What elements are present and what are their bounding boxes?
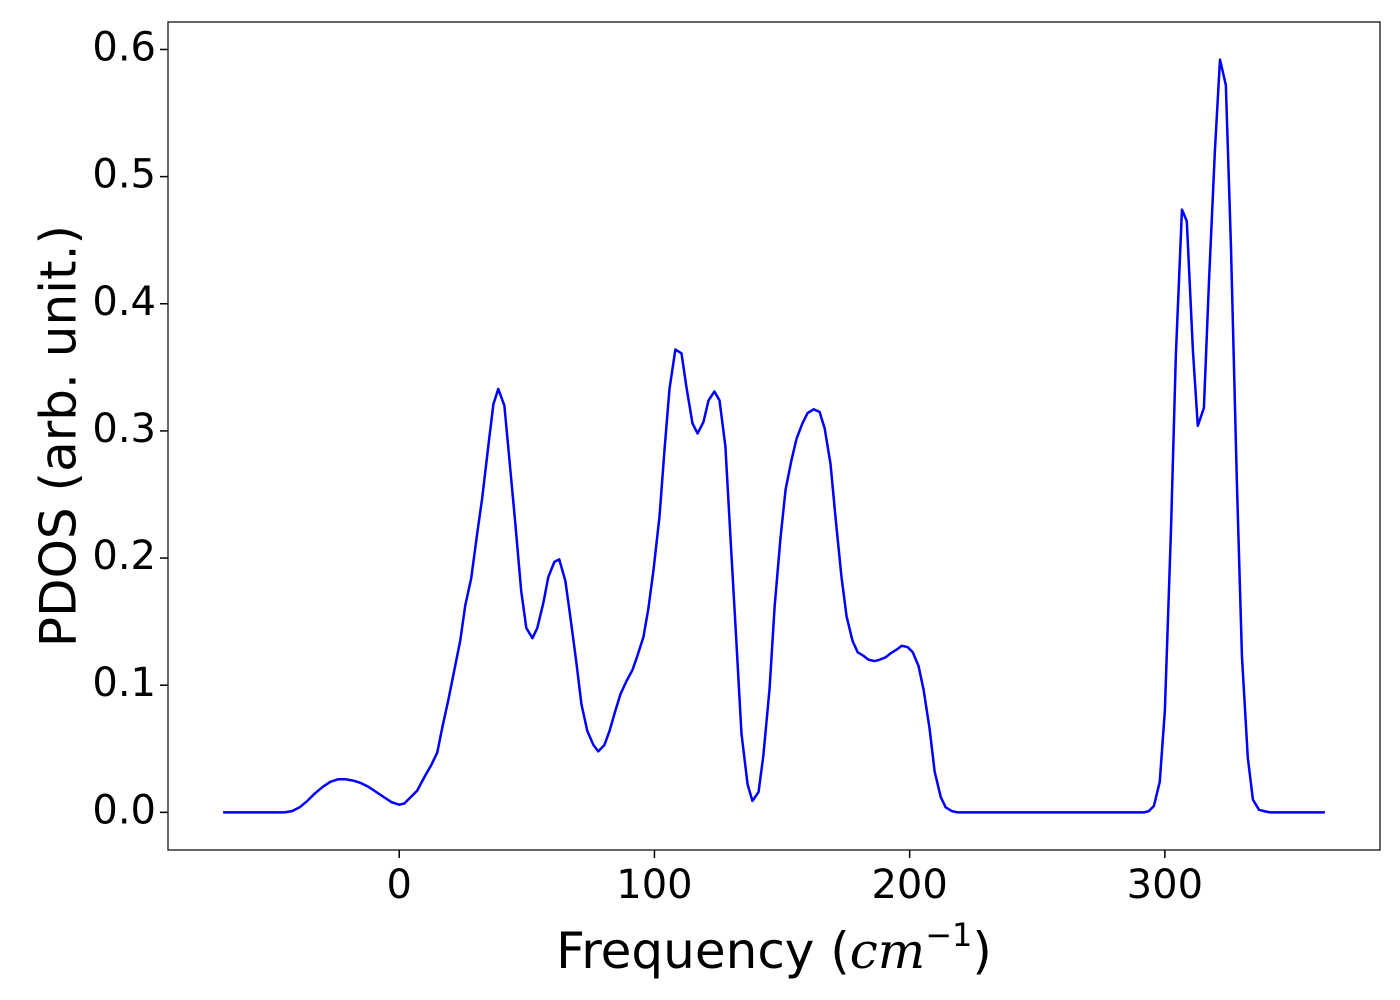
x-label-part: cm <box>850 922 925 980</box>
y-tick-label: 0.6 <box>92 24 156 70</box>
x-tick-label: 200 <box>871 862 947 908</box>
pdos-line <box>223 58 1325 814</box>
y-tick-label: 0.2 <box>92 533 156 579</box>
x-label-part: Frequency ( <box>556 922 850 980</box>
y-tick-label: 0.4 <box>92 279 156 325</box>
y-tick-label: 0.1 <box>92 660 156 706</box>
y-tick-label: 0.5 <box>92 152 156 198</box>
x-axis-label: Frequency (cm−1) <box>556 916 992 980</box>
y-tick-label: 0.0 <box>92 787 156 833</box>
x-label-part: ) <box>972 922 992 980</box>
x-tick-label: 300 <box>1127 862 1203 908</box>
x-tick-label: 0 <box>386 862 411 908</box>
x-label-part: −1 <box>925 916 972 954</box>
x-tick-label: 100 <box>616 862 692 908</box>
plot-frame <box>167 21 1381 851</box>
y-axis-label: PDOS (arb. unit.) <box>30 225 88 647</box>
y-tick-label: 0.3 <box>92 406 156 452</box>
